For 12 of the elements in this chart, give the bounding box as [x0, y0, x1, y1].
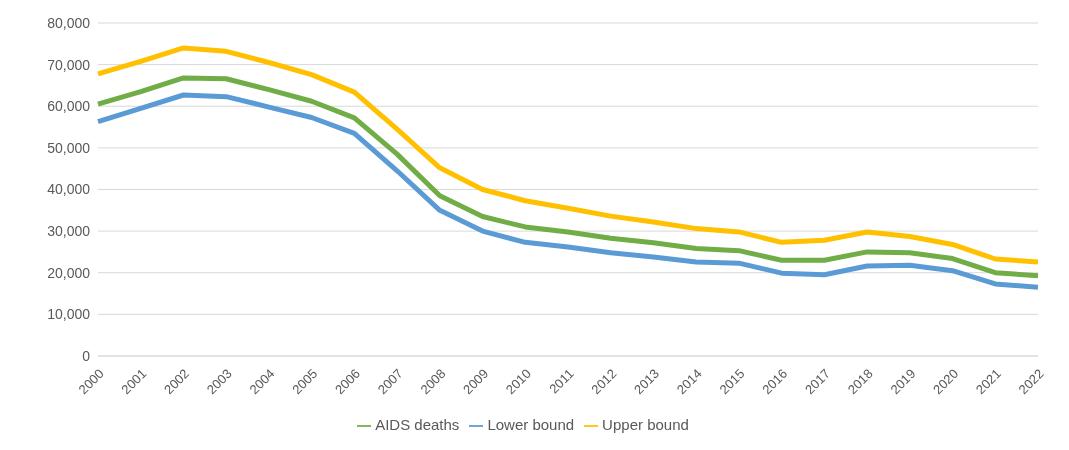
y-tick-label: 70,000: [47, 56, 91, 73]
y-tick-label: 20,000: [47, 264, 91, 281]
legend-label: AIDS deaths: [375, 415, 460, 433]
y-tick-label: 10,000: [47, 306, 91, 323]
y-tick-label: 0: [82, 347, 91, 364]
legend-label: Upper bound: [602, 415, 689, 433]
legend-label: Lower bound: [487, 415, 575, 433]
y-tick-label: 80,000: [47, 14, 91, 31]
y-tick-label: 60,000: [47, 98, 91, 115]
y-tick-label: 50,000: [47, 139, 91, 156]
y-tick-label: 30,000: [47, 223, 91, 240]
y-tick-label: 40,000: [47, 181, 91, 198]
